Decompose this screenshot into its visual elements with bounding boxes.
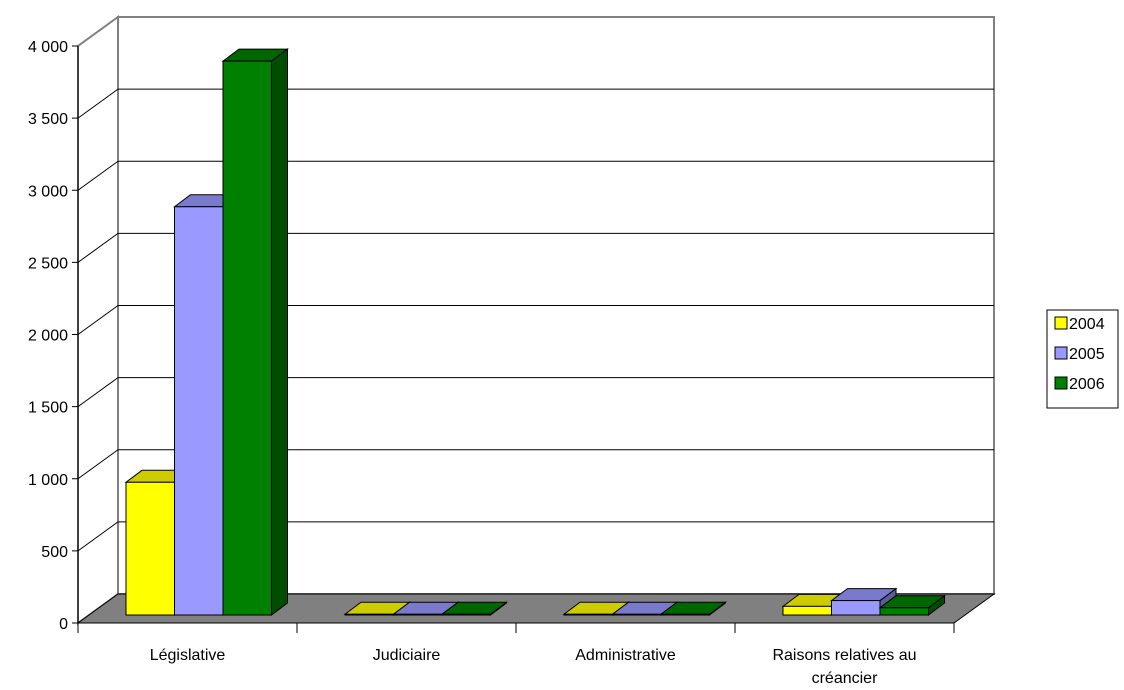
y-tick-label: 0 xyxy=(59,616,68,633)
gridline-side xyxy=(77,521,119,552)
y-tick-label: 500 xyxy=(41,544,68,561)
x-tick-label: Raisons relatives au créancier xyxy=(772,647,916,687)
legend-swatch xyxy=(1054,346,1068,360)
gridline-side xyxy=(77,377,119,408)
bar xyxy=(878,594,946,616)
legend: 2004 2005 2006 xyxy=(1046,309,1119,409)
gridline-side xyxy=(77,232,119,263)
bar xyxy=(440,601,508,616)
bar xyxy=(830,587,898,616)
bar-front xyxy=(344,613,394,616)
y-tick-label: 4 000 xyxy=(28,39,68,56)
y-tick-label: 1 000 xyxy=(28,472,68,489)
bar-front xyxy=(393,613,443,616)
bar-front xyxy=(612,613,662,616)
bar-front xyxy=(660,613,710,616)
y-tick-label: 2 000 xyxy=(28,328,68,345)
bar-front xyxy=(174,206,224,616)
y-tick-label: 3 500 xyxy=(28,111,68,128)
x-axis: Législative Judiciaire Administrative Raiso… xyxy=(77,622,955,687)
y-tick-label: 3 000 xyxy=(28,183,68,200)
legend-label: 2005 xyxy=(1069,346,1105,363)
gridline-side xyxy=(77,160,119,191)
y-tick-label: 2 500 xyxy=(28,255,68,272)
bar-front xyxy=(222,60,272,616)
bar-front xyxy=(782,605,832,616)
legend-swatch xyxy=(1054,376,1068,390)
gridline-side xyxy=(77,305,119,335)
legend-label: 2004 xyxy=(1069,316,1105,333)
gridline-side xyxy=(77,88,119,119)
bar-front xyxy=(441,613,491,616)
x-tick-label: Judiciaire xyxy=(373,647,441,664)
y-axis: 0 500 1 000 1 500 2 000 2 500 3 000 3 500 4 000 xyxy=(28,39,79,633)
gridline-side xyxy=(77,449,119,480)
bars xyxy=(124,48,946,616)
legend-swatch xyxy=(1054,316,1068,330)
bar xyxy=(659,601,727,616)
legend-label: 2006 xyxy=(1069,376,1105,393)
y-tick-label: 1 500 xyxy=(28,400,68,417)
bar-front xyxy=(879,607,929,616)
bar-front xyxy=(831,600,881,616)
bar-front xyxy=(125,481,175,616)
bar xyxy=(221,48,289,616)
x-tick-label: Législative xyxy=(150,647,226,664)
x-tick-label: Administrative xyxy=(575,647,676,664)
bar-side xyxy=(271,48,288,616)
bar-front xyxy=(563,613,613,616)
